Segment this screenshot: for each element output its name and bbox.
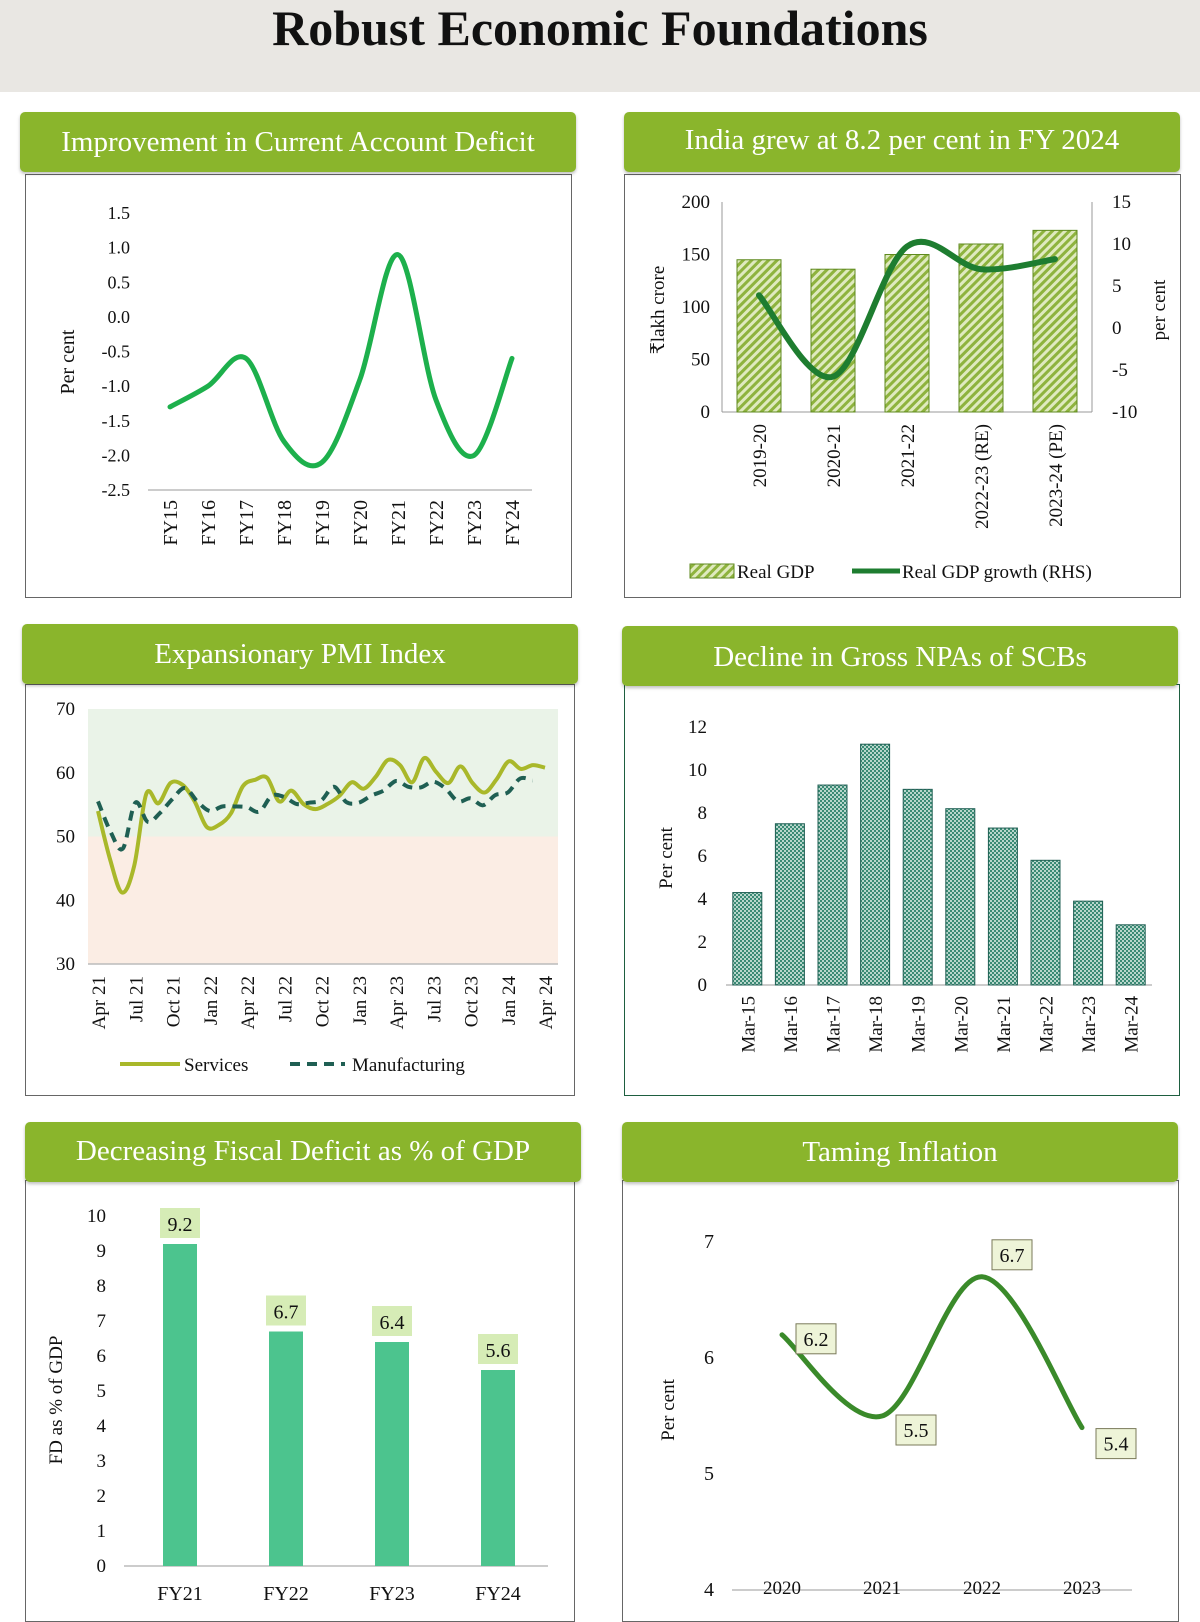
npa-panel xyxy=(624,684,1180,1096)
npa-panel-header: Decline in Gross NPAs of SCBs xyxy=(622,626,1178,686)
pmi-panel xyxy=(25,684,575,1096)
gdp-panel-header: India grew at 8.2 per cent in FY 2024 xyxy=(624,112,1180,172)
gdp-panel xyxy=(624,174,1181,598)
cad-panel-header: Improvement in Current Account Deficit xyxy=(20,112,576,172)
cad-panel xyxy=(25,174,572,598)
inflation-panel xyxy=(622,1180,1179,1622)
fd-panel xyxy=(25,1180,575,1622)
page-title: Robust Economic Foundations xyxy=(272,0,928,56)
title-bar: Robust Economic Foundations xyxy=(0,0,1200,92)
pmi-panel-header: Expansionary PMI Index xyxy=(22,624,578,684)
fd-panel-header: Decreasing Fiscal Deficit as % of GDP xyxy=(25,1122,581,1182)
inflation-panel-header: Taming Inflation xyxy=(622,1122,1178,1182)
